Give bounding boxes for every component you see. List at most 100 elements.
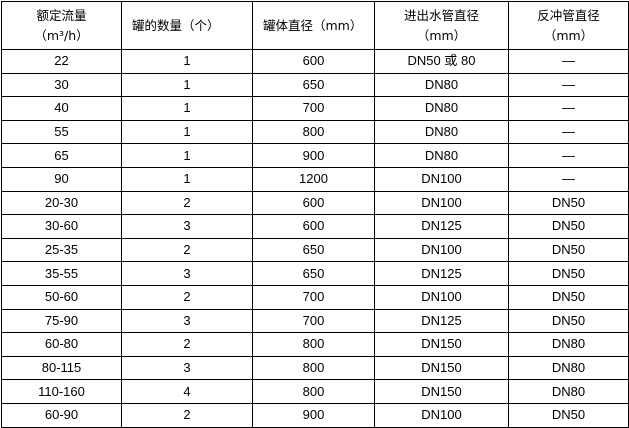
table-row: 80-115 3 800 DN150 DN80 [1,355,629,381]
header-backwash-pipe-diameter: 反冲管直径 （mm） [508,1,629,50]
header-line1: 反冲管直径 [537,7,600,23]
table-row: 40 1 700 DN80— [1,96,629,121]
cell-rated-flow: 60-80 [1,332,122,357]
cell-inlet-outlet-pipe-diameter: DN80 [374,72,509,98]
cell-rated-flow: 22 [1,49,122,74]
cell-inlet-outlet-pipe-diameter: DN125 [374,261,509,286]
table-row: 20-30 2 600 DN100 DN50 [1,190,629,216]
cell-tank-count: 1 [121,96,253,121]
cell-inlet-outlet-pipe-diameter: DN100 [374,402,509,428]
table-row: 30 1 650 DN80— [1,72,629,98]
cell-tank-diameter: 800 [252,332,375,357]
header-inlet-outlet-pipe-diameter: 进出水管直径 （mm） [374,1,509,50]
cell-rated-flow: 30 [1,72,122,98]
cell-rated-flow: 25-35 [1,237,122,263]
cell-tank-count: 3 [121,308,253,334]
header-row: 额定流量 （m³/h） 罐的数量（个） 罐体直径（mm） 进出水管直径 （mm） 反冲管直径… [1,1,629,50]
cell-rated-flow: 55 [1,119,122,145]
cell-inlet-outlet-pipe-diameter: DN80 [374,143,509,168]
cell-backwash-pipe-diameter: DN50 [508,237,629,263]
cell-tank-count: 1 [121,143,253,168]
cell-inlet-outlet-pipe-diameter: DN100 [374,237,509,263]
table-row: 30-60 3 600 DN125 DN50 [1,214,629,239]
table-row: 110-160 4 800 DN150 DN80 [1,379,629,404]
cell-rated-flow: 80-115 [1,355,122,381]
cell-backwash-pipe-diameter: DN50 [508,284,629,310]
cell-backwash-pipe-diameter: DN50 [508,261,629,286]
cell-tank-count: 4 [121,379,253,404]
table-row: 75-90 3 700 DN125 DN50 [1,308,629,334]
table-row: 25-35 2 650 DN100 DN50 [1,237,629,263]
header-line2: （mm） [416,27,467,43]
cell-tank-diameter: 800 [252,379,375,404]
cell-tank-count: 1 [121,72,253,98]
table-row: 90 1 1200 DN100— [1,166,629,192]
cell-tank-count: 1 [121,166,253,192]
cell-backwash-pipe-diameter: — [508,143,629,168]
cell-backwash-pipe-diameter: DN50 [508,402,629,428]
header-rated-flow: 额定流量 （m³/h） [1,1,122,50]
table-row: 55 1 800 DN80— [1,119,629,145]
cell-inlet-outlet-pipe-diameter: DN80 [374,96,509,121]
cell-inlet-outlet-pipe-diameter: DN100 [374,190,509,216]
cell-rated-flow: 35-55 [1,261,122,286]
header-line2: （mm） [543,27,594,43]
header-line1: 进出水管直径 [403,7,479,23]
cell-rated-flow: 60-90 [1,402,122,428]
header-line1: 罐体直径（mm） [263,17,363,33]
cell-tank-diameter: 600 [252,214,375,239]
cell-rated-flow: 75-90 [1,308,122,334]
cell-backwash-pipe-diameter: — [508,166,629,192]
cell-tank-diameter: 600 [252,49,375,74]
cell-tank-count: 3 [121,214,253,239]
cell-backwash-pipe-diameter: DN50 [508,308,629,334]
cell-tank-count: 2 [121,402,253,428]
cell-tank-diameter: 700 [252,96,375,121]
cell-backwash-pipe-diameter: — [508,72,629,98]
header-tank-count: 罐的数量（个） [121,1,253,50]
cell-rated-flow: 90 [1,166,122,192]
table-row: 22 1 600 DN50 或 80— [1,49,629,74]
cell-tank-count: 3 [121,355,253,381]
cell-backwash-pipe-diameter: — [508,96,629,121]
cell-tank-diameter: 650 [252,72,375,98]
cell-rated-flow: 50-60 [1,284,122,310]
cell-rated-flow: 40 [1,96,122,121]
cell-rated-flow: 20-30 [1,190,122,216]
cell-tank-diameter: 700 [252,284,375,310]
cell-rated-flow: 65 [1,143,122,168]
cell-tank-diameter: 700 [252,308,375,334]
cell-inlet-outlet-pipe-diameter: DN100 [374,166,509,192]
cell-inlet-outlet-pipe-diameter: DN150 [374,355,509,381]
cell-tank-count: 1 [121,49,253,74]
cell-inlet-outlet-pipe-diameter: DN125 [374,308,509,334]
cell-backwash-pipe-diameter: DN50 [508,214,629,239]
cell-tank-count: 1 [121,119,253,145]
table-row: 65 1 900 DN80— [1,143,629,168]
cell-tank-diameter: 1200 [252,166,375,192]
cell-rated-flow: 30-60 [1,214,122,239]
cell-tank-count: 2 [121,284,253,310]
cell-tank-count: 2 [121,237,253,263]
cell-backwash-pipe-diameter: — [508,119,629,145]
cell-tank-diameter: 900 [252,143,375,168]
header-line1: 罐的数量（个） [132,17,220,33]
cell-inlet-outlet-pipe-diameter: DN80 [374,119,509,145]
cell-backwash-pipe-diameter: DN80 [508,332,629,357]
cell-backwash-pipe-diameter: DN80 [508,355,629,381]
cell-backwash-pipe-diameter: — [508,49,629,74]
cell-tank-count: 3 [121,261,253,286]
cell-tank-diameter: 800 [252,119,375,145]
cell-tank-diameter: 650 [252,237,375,263]
header-line1: 额定流量 [36,7,87,23]
header-line2: （m³/h） [34,27,89,43]
cell-inlet-outlet-pipe-diameter: DN150 [374,332,509,357]
table-row: 60-80 2 800 DN150 DN80 [1,332,629,357]
cell-inlet-outlet-pipe-diameter: DN150 [374,379,509,404]
cell-inlet-outlet-pipe-diameter: DN50 或 80 [374,49,509,74]
cell-tank-diameter: 600 [252,190,375,216]
cell-tank-diameter: 650 [252,261,375,286]
header-tank-diameter: 罐体直径（mm） [252,1,375,50]
cell-tank-count: 2 [121,332,253,357]
